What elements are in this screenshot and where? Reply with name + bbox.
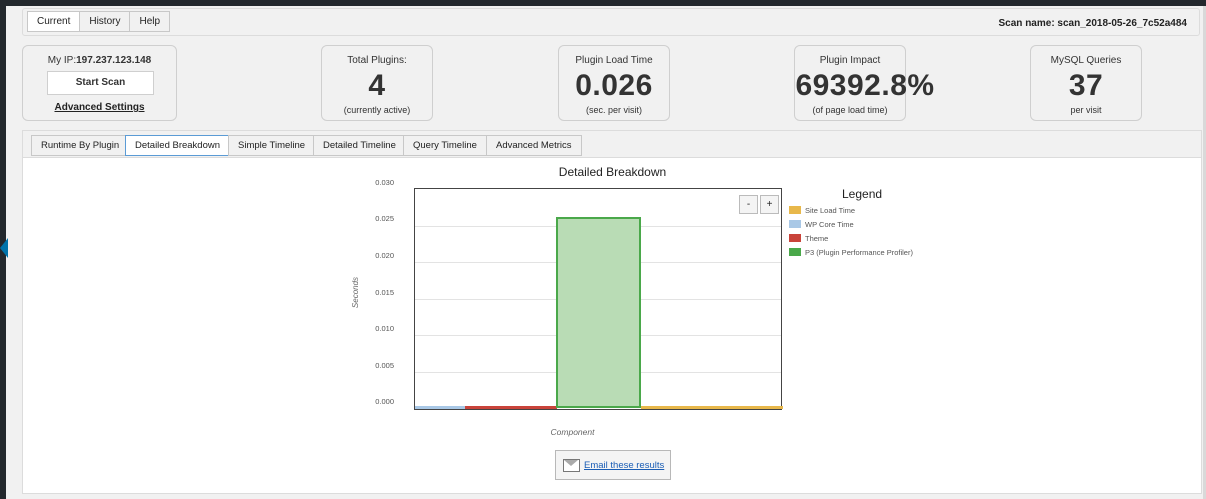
panel-tabs: Runtime By Plugin Detailed Breakdown Sim…	[23, 131, 1201, 158]
legend-swatch	[789, 220, 801, 228]
chart-title: Detailed Breakdown	[558, 165, 667, 179]
stat-value: 69392.8%	[795, 69, 935, 102]
stat-value: 4	[368, 69, 386, 102]
y-tick-label: 0.020	[375, 251, 394, 260]
legend-item: P3 (Plugin Performance Profiler)	[789, 245, 913, 259]
legend-label: P3 (Plugin Performance Profiler)	[805, 247, 913, 257]
legend-label: Site Load Time	[805, 205, 856, 215]
tab-history[interactable]: History	[79, 11, 131, 32]
header-bar: Current History Help Scan name: scan_201…	[22, 8, 1200, 36]
ip-box: My IP:197.237.123.148 Start Scan Advance…	[22, 45, 177, 121]
stat-sub: per visit	[1070, 105, 1102, 115]
advanced-settings-link[interactable]: Advanced Settings	[54, 102, 145, 113]
tab-help[interactable]: Help	[129, 11, 171, 32]
chart-bar-baseline	[641, 406, 783, 409]
stat-mysql-queries: MySQL Queries 37 per visit	[1030, 45, 1142, 121]
stat-value: 37	[1068, 69, 1104, 102]
ip-prefix: My IP:	[47, 55, 77, 66]
y-tick-label: 0.000	[375, 397, 394, 406]
chart-bar-baseline	[415, 406, 465, 409]
zoom-in-button[interactable]: +	[760, 195, 779, 214]
my-ip: My IP:197.237.123.148	[23, 55, 176, 66]
stat-total-plugins: Total Plugins: 4 (currently active)	[321, 45, 433, 121]
stat-sub: (currently active)	[343, 105, 411, 115]
y-tick-label: 0.015	[375, 288, 394, 297]
y-tick-label: 0.010	[375, 324, 394, 333]
tab-runtime-by-plugin[interactable]: Runtime By Plugin	[31, 135, 130, 156]
email-results-button[interactable]: Email these results	[555, 450, 671, 480]
legend-swatch	[789, 234, 801, 242]
y-tick-label: 0.025	[375, 214, 394, 223]
legend: Site Load Time WP Core Time Theme P3 (Pl…	[789, 203, 913, 259]
legend-item: WP Core Time	[789, 217, 913, 231]
ip-value: 197.237.123.148	[76, 55, 152, 66]
chart-plot-area: - +	[414, 188, 783, 410]
tab-detailed-timeline[interactable]: Detailed Timeline	[313, 135, 406, 156]
stat-value: 0.026	[575, 69, 653, 102]
y-tick-label: 0.005	[375, 361, 394, 370]
stat-plugin-load-time: Plugin Load Time 0.026 (sec. per visit)	[558, 45, 670, 121]
y-tick-label: 0.030	[375, 178, 394, 187]
zoom-out-button[interactable]: -	[739, 195, 758, 214]
legend-label: WP Core Time	[805, 219, 854, 229]
tab-detailed-breakdown[interactable]: Detailed Breakdown	[125, 135, 231, 156]
tab-simple-timeline[interactable]: Simple Timeline	[228, 135, 316, 156]
stat-plugin-impact: Plugin Impact 69392.8% (of page load tim…	[794, 45, 934, 121]
envelope-icon	[563, 459, 580, 472]
y-axis-label: Seconds	[351, 276, 361, 309]
header-tabs: Current History Help	[27, 11, 171, 32]
legend-item: Site Load Time	[789, 203, 913, 217]
tab-advanced-metrics[interactable]: Advanced Metrics	[486, 135, 582, 156]
collapse-arrow-icon[interactable]	[0, 238, 8, 258]
tab-query-timeline[interactable]: Query Timeline	[403, 135, 487, 156]
scan-name: Scan name: scan_2018-05-26_7c52a484	[998, 18, 1187, 29]
legend-swatch	[789, 206, 801, 214]
chart-bar-baseline	[465, 406, 557, 409]
stat-label: MySQL Queries	[1050, 55, 1122, 66]
top-admin-bar	[0, 0, 1206, 6]
legend-item: Theme	[789, 231, 913, 245]
x-axis-label: Component	[550, 427, 595, 437]
chart-bar-4	[556, 217, 641, 408]
tab-current[interactable]: Current	[27, 11, 81, 32]
email-results-link[interactable]: Email these results	[584, 460, 665, 471]
legend-title: Legend	[842, 187, 883, 201]
stat-label: Plugin Load Time	[575, 55, 653, 66]
legend-label: Theme	[805, 233, 829, 243]
stat-sub: (of page load time)	[812, 105, 888, 115]
stat-label: Plugin Impact	[819, 55, 881, 66]
scrollbar[interactable]	[1203, 6, 1206, 499]
legend-swatch	[789, 248, 801, 256]
stat-sub: (sec. per visit)	[585, 105, 642, 115]
start-scan-button[interactable]: Start Scan	[47, 71, 154, 95]
stat-label: Total Plugins:	[347, 55, 407, 66]
